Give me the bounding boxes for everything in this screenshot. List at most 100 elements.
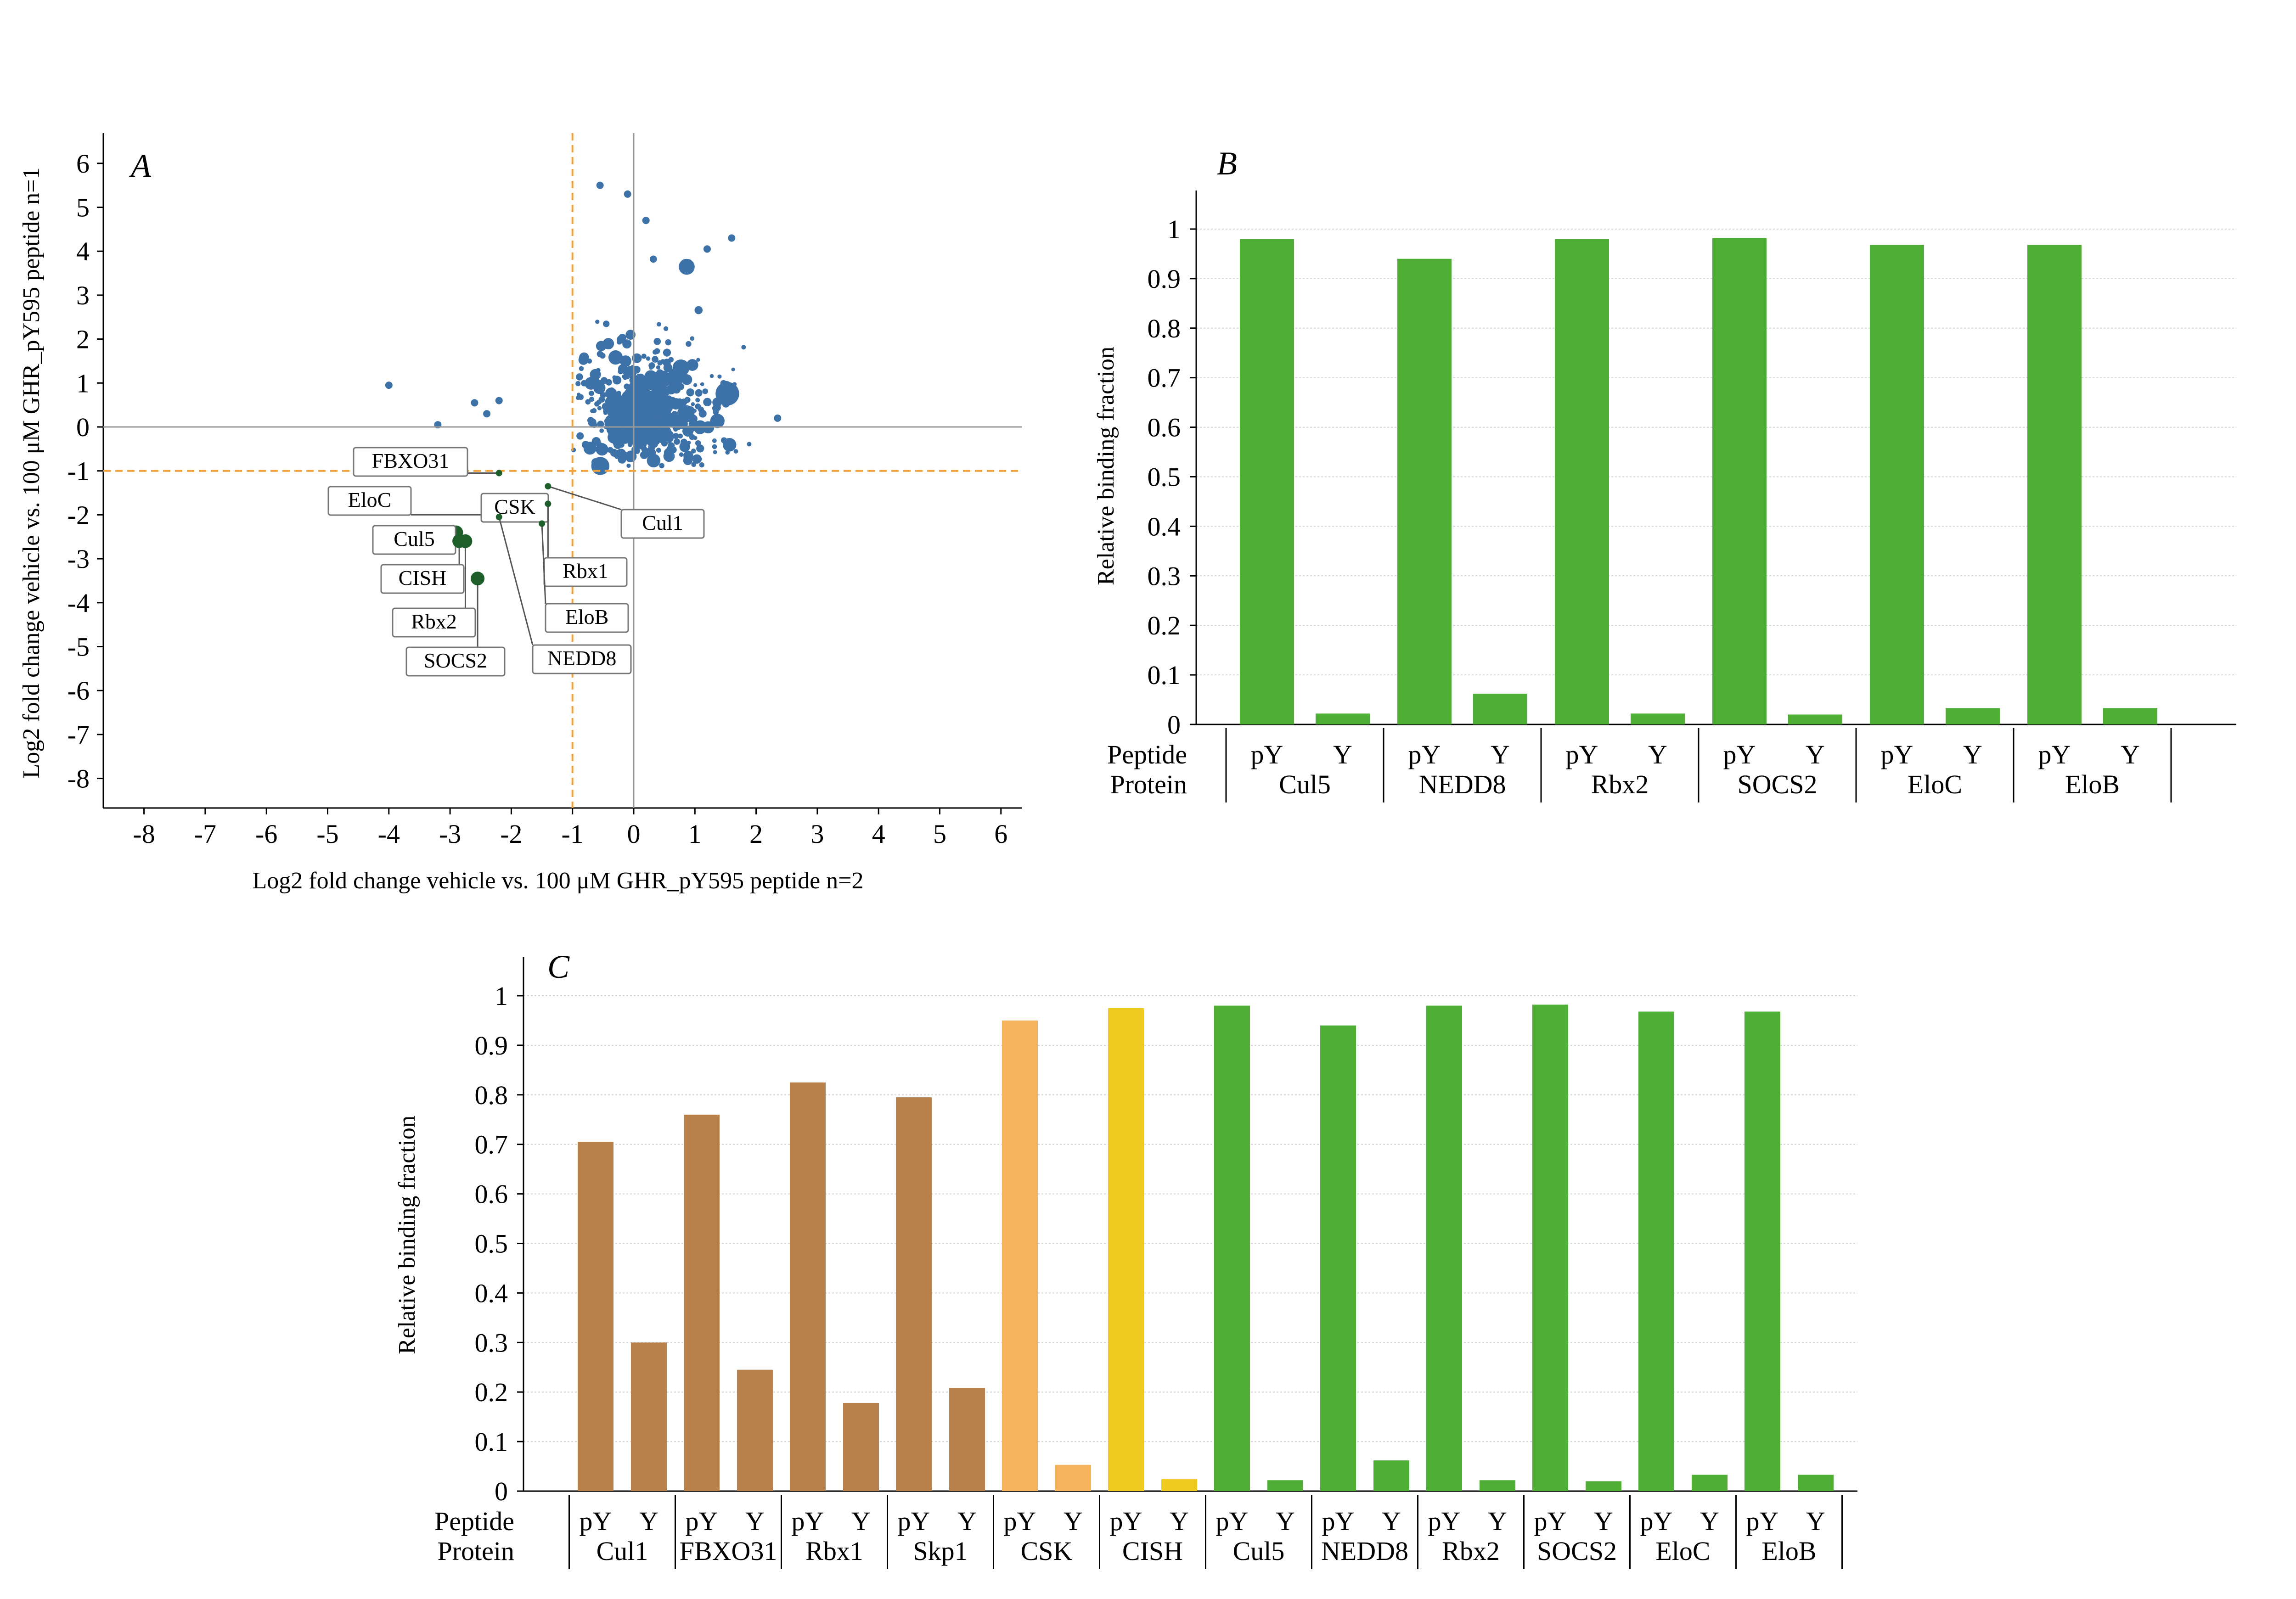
scatter-point — [673, 433, 679, 439]
scatter-point — [578, 355, 589, 365]
scatter-point — [636, 374, 642, 379]
x-tick-label: -1 — [562, 819, 584, 849]
scatter-point — [686, 341, 692, 347]
scatter-point — [712, 404, 720, 412]
scatter-point — [653, 337, 661, 345]
scatter-point — [647, 407, 653, 414]
scatter-point — [579, 366, 584, 371]
scatter-point — [679, 411, 687, 418]
y-tick-label: 0.7 — [475, 1130, 508, 1160]
scatter-point — [691, 415, 696, 420]
point-label-box — [327, 486, 412, 516]
point-label: Rbx2 — [411, 610, 457, 633]
x-tick-label: -7 — [194, 819, 216, 849]
scatter-point — [608, 431, 620, 444]
peptide-label: pY — [1640, 1506, 1673, 1536]
scatter-point — [613, 376, 622, 385]
y-tick-label: 0.7 — [1148, 363, 1181, 393]
scatter-point — [650, 255, 657, 263]
scatter-point — [669, 397, 676, 404]
scatter-point — [597, 406, 602, 410]
scatter-point — [600, 392, 606, 398]
scatter-point — [712, 438, 717, 443]
bar-Cul5-pY — [1240, 239, 1294, 724]
point-label: FBXO31 — [372, 449, 450, 472]
scatter-point — [624, 339, 630, 346]
scatter-point — [657, 417, 661, 421]
y-tick-label: 0.1 — [1148, 660, 1181, 690]
scatter-point — [679, 452, 684, 457]
peptide-label: Y — [1382, 1506, 1401, 1536]
scatter-point — [591, 458, 600, 466]
y-tick-label: -1 — [68, 456, 90, 486]
scatter-point — [385, 382, 393, 389]
scatter-point — [728, 234, 736, 242]
y-tick-label: -2 — [68, 500, 90, 530]
scatter-point — [622, 402, 626, 406]
row-label-protein: Protein — [1110, 769, 1187, 799]
peptide-label: Y — [1333, 740, 1352, 769]
point-label-box — [392, 607, 476, 638]
labeled-point — [458, 534, 473, 548]
peptide-label: pY — [1881, 740, 1913, 769]
y-tick-label: 3 — [76, 281, 90, 310]
scatter-point — [695, 389, 703, 397]
bar-Cul5-pY — [1214, 1005, 1250, 1491]
scatter-point — [686, 388, 694, 397]
point-label: CSK — [494, 495, 535, 518]
scatter-point — [631, 446, 639, 454]
panel-letter: B — [1217, 145, 1237, 182]
y-tick-label: 0.8 — [1148, 314, 1181, 343]
scatter-point — [628, 370, 634, 377]
point-label: EloC — [348, 488, 392, 511]
scatter-point — [671, 412, 679, 420]
scatter-point — [695, 440, 701, 446]
y-tick-label: 0.6 — [475, 1179, 508, 1209]
point-label: NEDD8 — [547, 646, 617, 670]
scatter-point — [677, 398, 682, 403]
scatter-point — [692, 454, 702, 464]
y-axis-title: Relative binding fraction — [394, 1116, 420, 1354]
scatter-point — [641, 446, 647, 453]
scatter-point — [660, 359, 665, 364]
scatter-point — [641, 353, 647, 359]
point-label-box — [353, 447, 468, 477]
bar-Cul1-pY — [578, 1142, 613, 1491]
protein-label: Skp1 — [913, 1536, 968, 1566]
scatter-point — [583, 442, 597, 455]
scatter-point — [656, 379, 662, 385]
scatter-point — [617, 392, 621, 397]
bar-CSK-pY — [1002, 1020, 1038, 1491]
peptide-label: pY — [2038, 740, 2071, 769]
scatter-point — [640, 451, 648, 459]
y-tick-label: 0.8 — [475, 1080, 508, 1110]
scatter-point — [471, 399, 478, 407]
scatter-point — [610, 407, 618, 416]
bar-Cul5-Y — [1316, 713, 1370, 724]
scatter-point — [702, 388, 708, 394]
peptide-label: Y — [1648, 740, 1667, 769]
peptide-label: Y — [1170, 1506, 1189, 1536]
label-connector — [498, 516, 534, 645]
scatter-point — [647, 416, 656, 425]
x-tick-label: -2 — [500, 819, 522, 849]
peptide-label: pY — [792, 1506, 824, 1536]
scatter-point — [619, 430, 625, 435]
bar-EloC-pY — [1638, 1011, 1674, 1491]
scatter-point — [679, 258, 695, 275]
protein-label: Cul5 — [1279, 769, 1331, 799]
y-tick-label: -6 — [68, 676, 90, 706]
scatter-point — [695, 398, 700, 403]
scatter-point — [596, 181, 604, 189]
scatter-point — [608, 417, 615, 424]
peptide-label: pY — [1322, 1506, 1355, 1536]
bar-Rbx1-Y — [843, 1403, 879, 1491]
protein-label: Rbx2 — [1591, 769, 1649, 799]
bar-Rbx2-pY — [1426, 1005, 1462, 1491]
scatter-point — [694, 306, 703, 314]
bar-Rbx1-pY — [790, 1082, 826, 1491]
y-tick-label: 0.6 — [1148, 413, 1181, 443]
scatter-point — [693, 383, 698, 387]
peptide-label: Y — [1700, 1506, 1719, 1536]
peptide-label: Y — [639, 1506, 658, 1536]
